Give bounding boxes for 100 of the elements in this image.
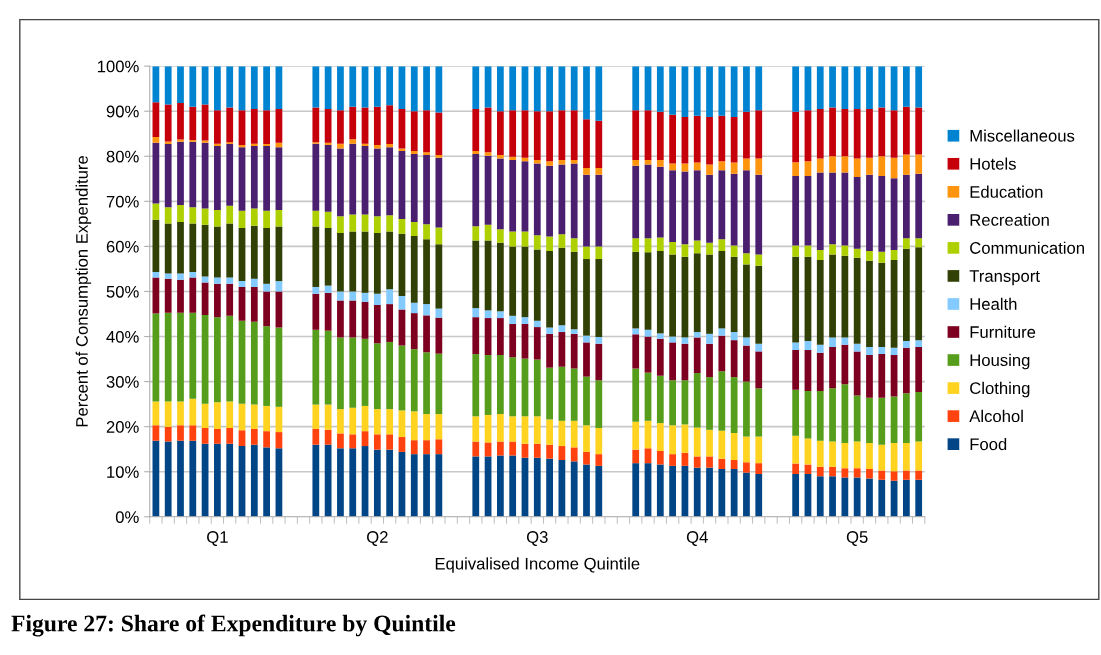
bar — [177, 204, 184, 223]
bar — [829, 466, 836, 477]
bar — [693, 337, 701, 374]
bar — [829, 476, 836, 517]
bar — [177, 401, 184, 426]
bar — [250, 225, 258, 279]
bar — [656, 375, 664, 424]
bar — [373, 66, 381, 107]
bar — [263, 210, 270, 228]
bar — [189, 440, 197, 517]
bar — [656, 338, 664, 376]
bar — [718, 458, 726, 470]
bar — [755, 343, 763, 352]
bar — [164, 104, 172, 142]
bar — [706, 254, 713, 334]
bar — [435, 414, 443, 440]
bar — [484, 224, 492, 241]
bar — [226, 277, 234, 284]
bar — [841, 468, 849, 478]
bar — [423, 352, 430, 415]
bar — [423, 304, 430, 316]
bar — [890, 471, 898, 481]
bar — [730, 332, 738, 341]
bar — [435, 157, 443, 228]
legend-label: Transport — [969, 270, 1040, 286]
y-tick-label: 60% — [106, 240, 139, 253]
bar — [263, 66, 270, 111]
bar — [878, 66, 886, 108]
bar — [214, 145, 221, 210]
bar — [878, 470, 886, 480]
bar — [496, 111, 504, 155]
bar — [189, 398, 197, 426]
bar — [398, 295, 406, 310]
bar — [632, 328, 640, 335]
bar — [324, 211, 332, 228]
bar — [349, 434, 357, 449]
bar — [853, 177, 861, 249]
bar — [250, 286, 258, 322]
bar — [915, 238, 923, 248]
bar — [337, 300, 344, 338]
bar — [706, 343, 713, 378]
bar — [743, 111, 750, 159]
bar — [312, 444, 320, 517]
bar — [324, 142, 332, 146]
bar — [890, 396, 898, 443]
bar — [583, 119, 590, 168]
bar — [533, 443, 541, 458]
bar — [866, 478, 873, 517]
bar — [853, 395, 861, 442]
bar — [755, 473, 763, 517]
bar — [349, 106, 357, 140]
bar — [595, 454, 603, 466]
bar — [533, 359, 541, 417]
bar — [312, 66, 320, 108]
bar — [275, 291, 283, 328]
bar — [706, 377, 713, 430]
bar — [718, 469, 726, 517]
bar — [755, 388, 763, 437]
x-tick-label: Q5 — [846, 531, 868, 546]
bar — [730, 245, 738, 257]
bar — [632, 463, 640, 517]
bar — [583, 342, 590, 377]
bar — [410, 440, 418, 455]
y-tick-label: 30% — [106, 376, 139, 388]
bar — [730, 162, 738, 174]
bar — [472, 150, 480, 155]
bar — [423, 414, 430, 441]
bar — [792, 473, 800, 517]
bar — [816, 108, 824, 159]
bar — [792, 256, 800, 343]
bar — [841, 344, 849, 385]
bar — [669, 425, 677, 455]
bar — [755, 174, 763, 255]
bar — [878, 107, 886, 157]
bar — [324, 429, 332, 445]
bar — [669, 114, 677, 164]
bar — [546, 333, 553, 368]
bar — [841, 108, 849, 157]
bar — [189, 141, 197, 208]
bar — [386, 105, 394, 145]
bar — [324, 145, 332, 212]
bar — [349, 407, 357, 435]
bar — [755, 254, 763, 266]
bar — [804, 438, 812, 465]
bar — [878, 397, 886, 445]
bar — [250, 278, 258, 287]
bar — [349, 143, 357, 215]
bar — [509, 110, 517, 157]
bar — [706, 456, 713, 468]
bar — [669, 66, 677, 115]
bar — [509, 416, 517, 442]
y-tick-label: 90% — [106, 105, 139, 118]
bar — [743, 345, 750, 382]
bar — [669, 465, 677, 517]
bar — [792, 350, 800, 390]
bar — [177, 66, 184, 104]
bar — [214, 283, 221, 318]
bar — [546, 419, 553, 445]
bar — [263, 145, 270, 211]
bar — [496, 441, 504, 456]
